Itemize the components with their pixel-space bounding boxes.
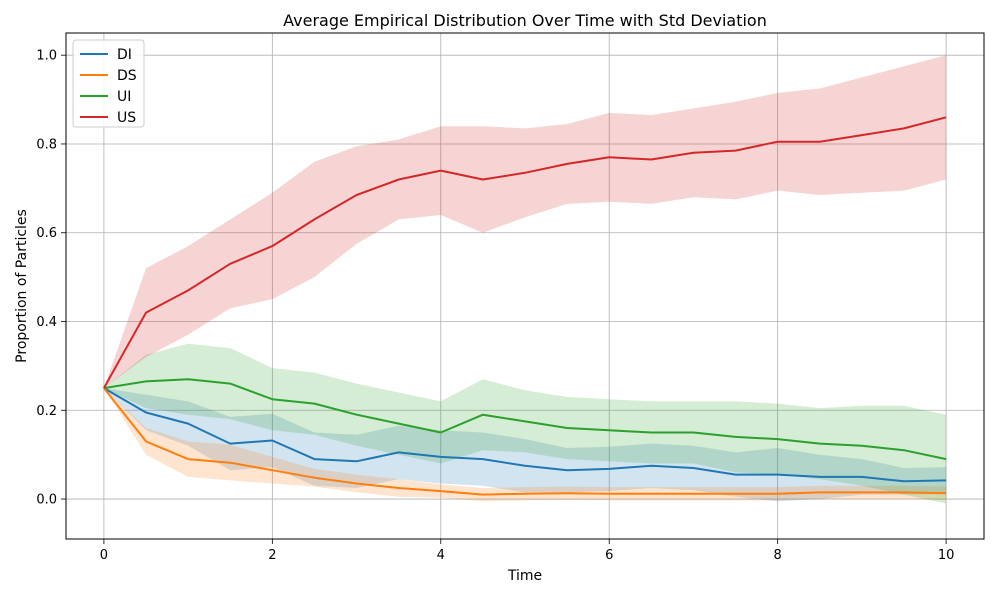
x-tick-label: 4 <box>437 548 445 563</box>
std-band-layer <box>103 55 947 504</box>
legend-us-label: US <box>117 110 136 126</box>
y-tick-label: 0.0 <box>36 493 57 508</box>
y-tick-label: 0.4 <box>36 315 57 330</box>
plot-frame <box>65 32 985 540</box>
y-axis-label: Proportion of Particles <box>14 209 30 363</box>
series-ui-std-band <box>103 343 947 504</box>
x-axis-label: Time <box>507 568 542 584</box>
chart-title: Average Empirical Distribution Over Time… <box>283 11 767 30</box>
series-ui-line <box>103 378 947 461</box>
legend-ui-label: UI <box>117 89 131 105</box>
tick-layer: 0 2 4 6 8 10 0.0 0.2 0.4 0.6 0.8 1.0 <box>36 49 954 563</box>
series-di-line <box>103 387 947 483</box>
series-di-std-band <box>103 388 947 502</box>
mean-line-layer <box>103 116 947 496</box>
legend-ds-label: DS <box>117 68 137 84</box>
y-tick-label: 0.2 <box>36 404 57 419</box>
series-ds-line <box>103 387 947 496</box>
grid-layer <box>66 33 984 539</box>
legend-di-label: DI <box>117 47 132 63</box>
legend-box <box>72 39 145 128</box>
y-tick-label: 0.6 <box>36 226 57 241</box>
x-tick-label: 6 <box>605 548 613 563</box>
x-tick-label: 10 <box>938 548 955 563</box>
y-tick-label: 1.0 <box>36 49 57 64</box>
x-tick-label: 8 <box>774 548 782 563</box>
series-ds-std-band <box>103 388 947 502</box>
x-tick-label: 2 <box>268 548 276 563</box>
series-us-std-band <box>103 55 947 389</box>
legend: DI DS UI US <box>72 39 145 128</box>
series-us-line <box>103 116 947 389</box>
x-tick-label: 0 <box>100 548 108 563</box>
y-tick-label: 0.8 <box>36 137 57 152</box>
